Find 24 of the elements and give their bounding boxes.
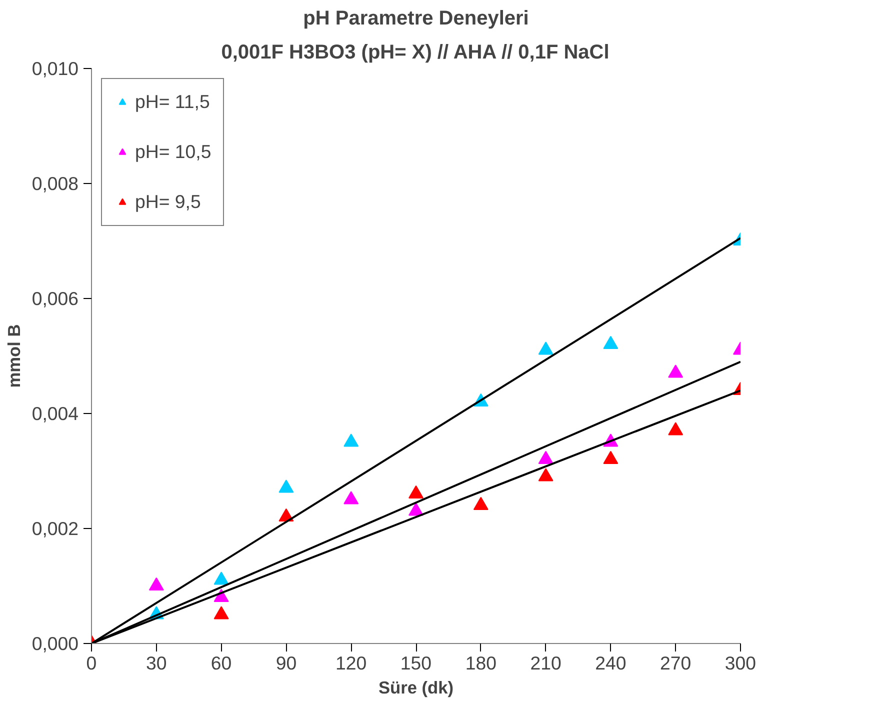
y-tick-label: 0,010 [32, 58, 78, 79]
x-axis-title: Süre (dk) [378, 678, 454, 698]
chart-title: pH Parametre Deneyleri [303, 8, 529, 30]
x-tick-label: 60 [210, 652, 232, 674]
legend-label: pH= 9,5 [135, 191, 201, 213]
y-tick-label: 0,004 [32, 403, 78, 424]
x-tick-label: 150 [400, 652, 432, 674]
x-tick-label: 270 [660, 652, 692, 674]
x-tick-label: 210 [530, 652, 562, 674]
y-tick-label: 0,002 [32, 518, 78, 539]
chart-subtitle: 0,001F H3BO3 (pH= X) // AHA // 0,1F NaCl [221, 42, 610, 64]
x-tick-label: 300 [724, 652, 756, 674]
legend-label: pH= 10,5 [135, 141, 212, 163]
x-tick-label: 240 [595, 652, 626, 674]
y-tick-label: 0,008 [32, 173, 78, 194]
legend-label: pH= 11,5 [135, 91, 210, 113]
x-tick-label: 180 [465, 652, 496, 674]
x-tick-label: 120 [336, 652, 367, 674]
y-axis-title: mmol B [4, 324, 24, 388]
y-tick-label: 0,000 [32, 633, 78, 654]
y-tick-label: 0,006 [32, 288, 78, 309]
x-tick-label: 90 [276, 652, 297, 674]
x-tick-label: 30 [146, 652, 167, 674]
x-tick-label: 0 [86, 652, 97, 674]
